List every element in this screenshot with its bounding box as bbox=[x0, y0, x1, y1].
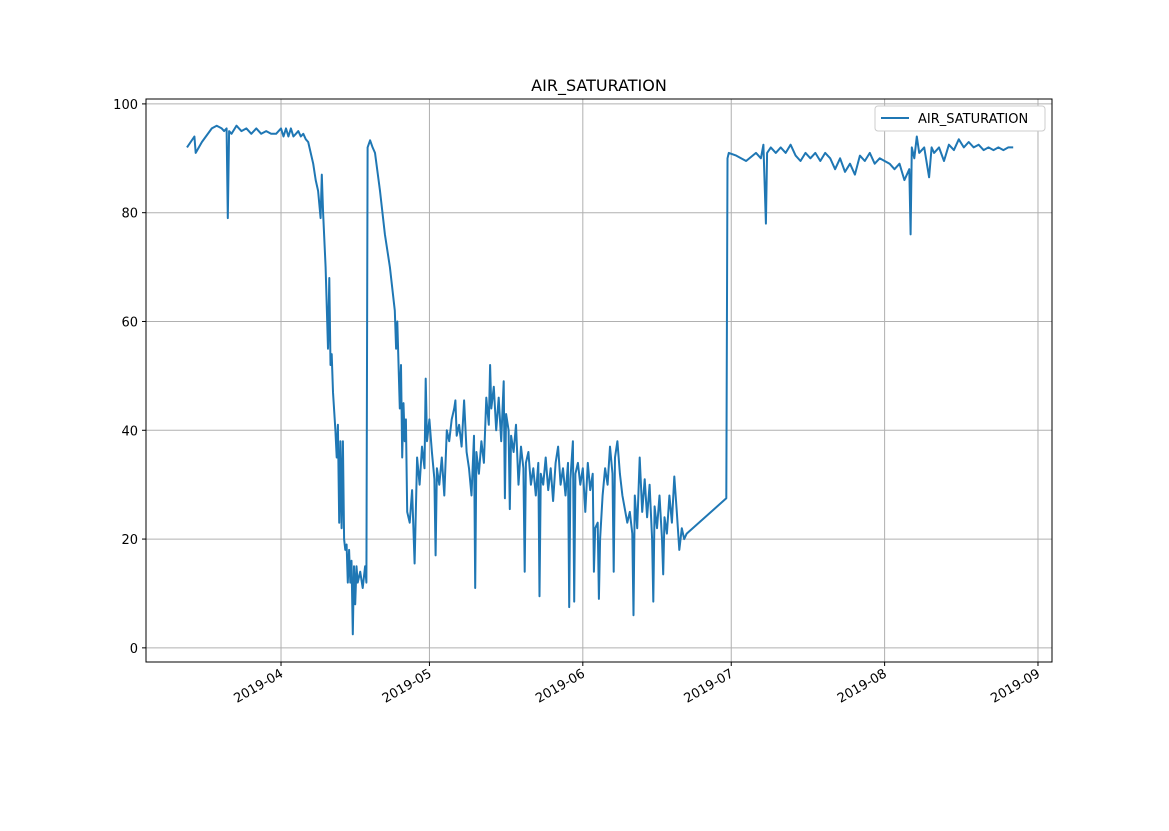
plot-area-frame bbox=[145, 98, 1053, 663]
legend-label: AIR_SATURATION bbox=[918, 112, 1028, 127]
y-tick-label: 0 bbox=[130, 642, 138, 657]
series-line-air-saturation bbox=[186, 124, 1014, 636]
y-tick-label: 100 bbox=[113, 98, 138, 113]
y-tick-label: 60 bbox=[121, 315, 138, 330]
y-tick-label: 80 bbox=[121, 207, 138, 222]
grid bbox=[146, 99, 1052, 662]
legend-box bbox=[874, 105, 1046, 132]
y-tick-label: 40 bbox=[121, 424, 138, 439]
y-tick-label: 20 bbox=[121, 533, 138, 548]
chart-title: AIR_SATURATION bbox=[531, 76, 667, 96]
y-axis: 0 20 40 60 80 100 bbox=[113, 98, 146, 657]
legend: AIR_SATURATION bbox=[874, 105, 1046, 132]
series-layer bbox=[186, 124, 1014, 636]
